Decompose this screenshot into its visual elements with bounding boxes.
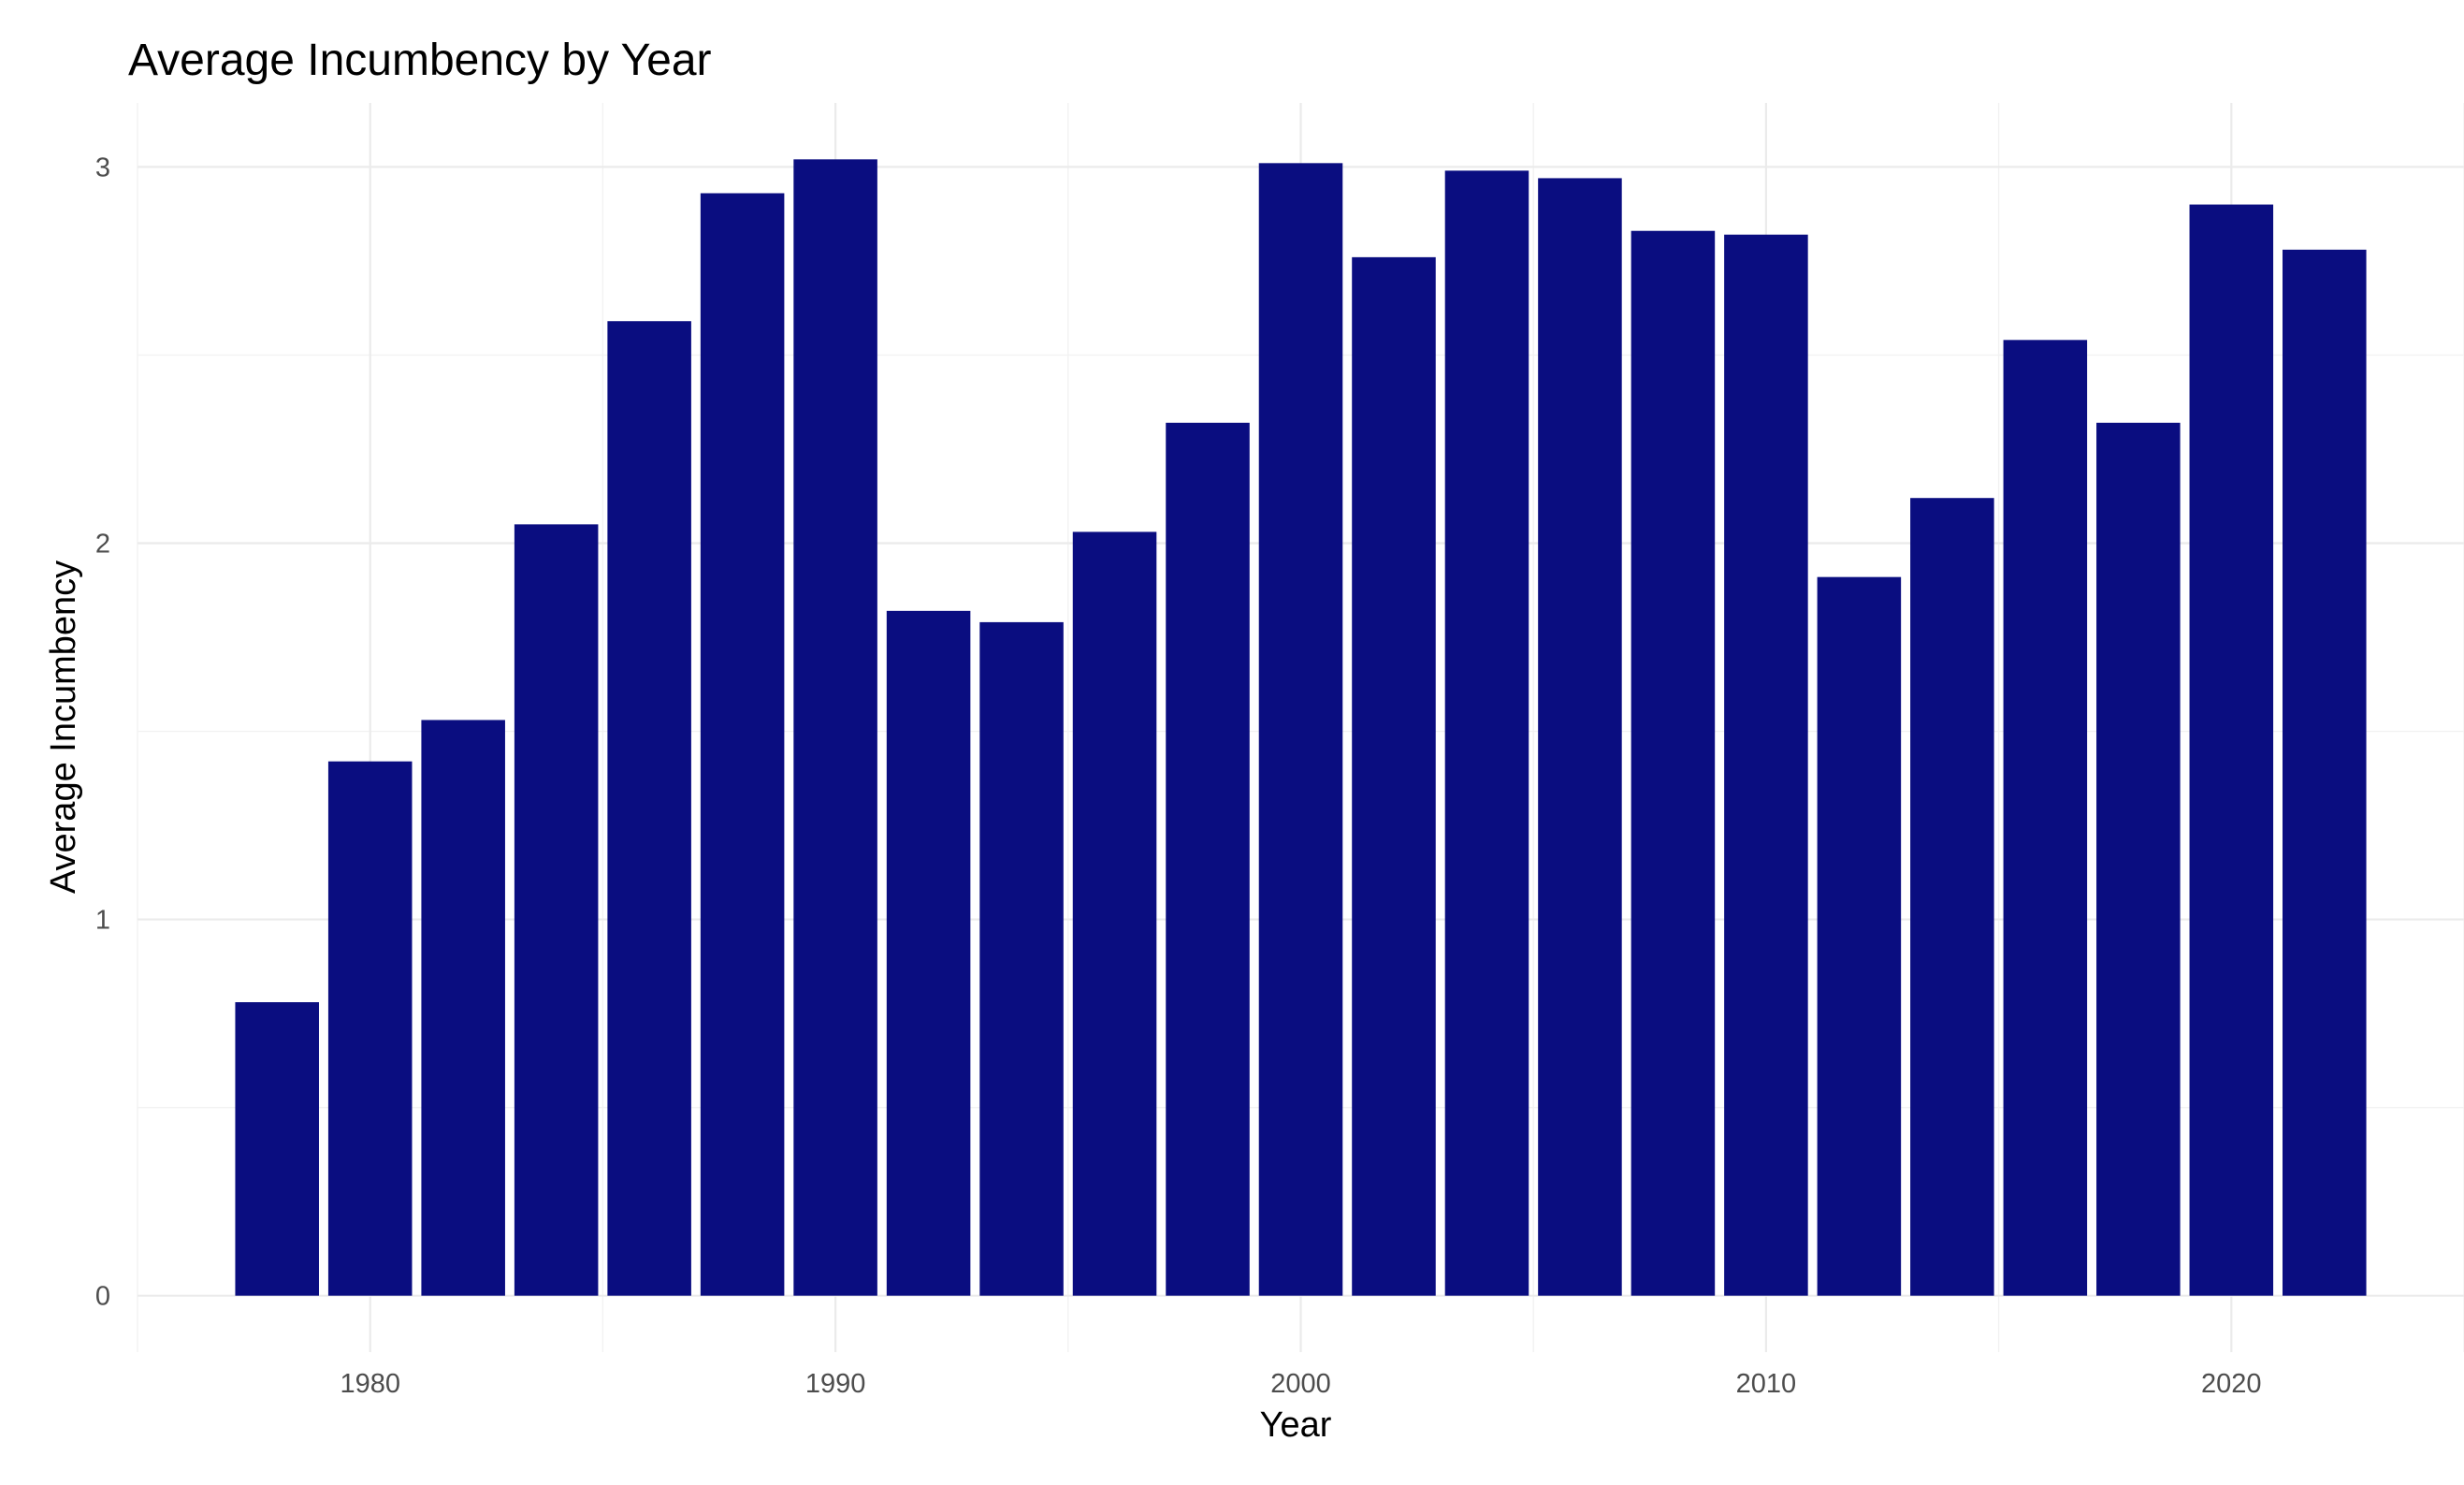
bar-2022 <box>2283 249 2367 1296</box>
y-axis-title: Average Incumbency <box>44 561 83 894</box>
y-tick-label: 2 <box>95 529 110 559</box>
bar-1988 <box>700 193 785 1296</box>
bar-1998 <box>1166 422 1250 1296</box>
bar-2010 <box>1724 234 1808 1296</box>
bar-2020 <box>2189 204 2274 1296</box>
x-tick-label: 1980 <box>340 1369 400 1399</box>
x-axis-ticks: 1980 1990 2000 2010 2020 <box>340 1369 2261 1399</box>
bar-2014 <box>1910 498 1994 1296</box>
bar-2018 <box>2096 422 2181 1296</box>
bar-2012 <box>1817 576 1902 1296</box>
bar-2002 <box>1352 256 1436 1296</box>
bar-1996 <box>1072 531 1157 1296</box>
bar-1984 <box>514 524 599 1296</box>
x-axis-title: Year <box>1260 1405 1332 1445</box>
x-tick-label: 2010 <box>1736 1369 1797 1399</box>
y-tick-label: 0 <box>95 1282 110 1312</box>
bar-1982 <box>421 720 505 1296</box>
bar-1978 <box>235 1002 319 1296</box>
bar-1990 <box>793 159 877 1296</box>
y-tick-label: 1 <box>95 906 110 936</box>
y-axis-ticks: 0 1 2 3 <box>95 153 110 1311</box>
bar-2006 <box>1538 178 1622 1296</box>
bar-2004 <box>1444 170 1529 1296</box>
x-tick-label: 2020 <box>2201 1369 2262 1399</box>
y-tick-label: 3 <box>95 153 110 182</box>
bars <box>235 159 2367 1296</box>
x-tick-label: 2000 <box>1270 1369 1331 1399</box>
bar-1986 <box>607 321 691 1296</box>
bar-2008 <box>1631 230 1716 1296</box>
bar-1980 <box>327 761 413 1296</box>
bar-2000 <box>1258 163 1343 1296</box>
bar-1994 <box>979 621 1064 1296</box>
bar-2016 <box>2003 340 2088 1296</box>
chart-title: Average Incumbency by Year <box>128 36 712 85</box>
x-tick-label: 1990 <box>805 1369 866 1399</box>
bar-1992 <box>886 610 971 1296</box>
